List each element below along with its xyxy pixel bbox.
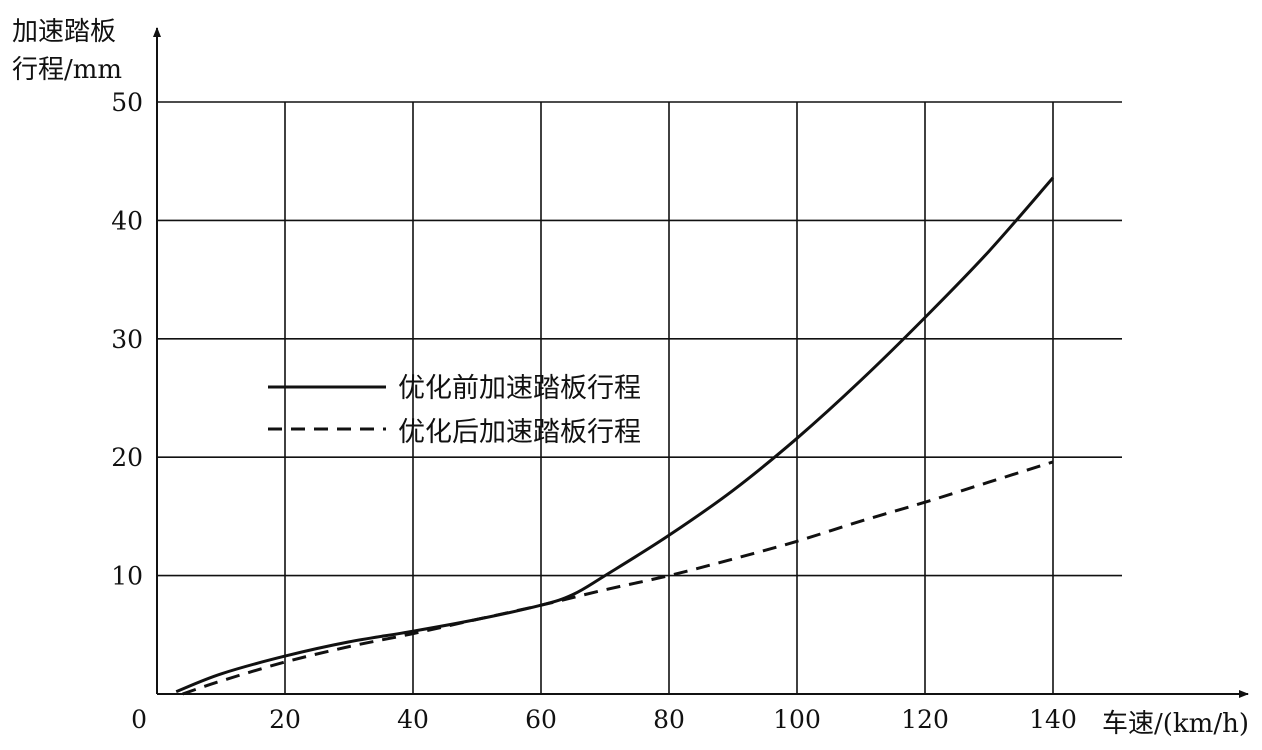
y-tick-label: 40 <box>111 206 143 235</box>
x-tick-label: 20 <box>269 705 301 734</box>
y-tick-labels: 10 20 30 40 50 <box>111 88 143 591</box>
x-tick-label: 80 <box>653 705 685 734</box>
x-tick-labels: 0 20 40 60 80 100 120 140 <box>131 705 1077 734</box>
x-tick-label: 60 <box>525 705 557 734</box>
series-line-after <box>182 460 1054 696</box>
y-tick-label: 30 <box>111 325 143 354</box>
series-lines <box>175 176 1055 696</box>
grid <box>157 101 1122 694</box>
x-tick-label: 140 <box>1029 705 1077 734</box>
legend-label-before: 优化前加速踏板行程 <box>398 373 641 404</box>
legend: 优化前加速踏板行程 优化后加速踏板行程 <box>268 373 641 448</box>
y-tick-label: 10 <box>111 562 143 591</box>
y-tick-label: 20 <box>111 443 143 472</box>
series-line-before <box>175 176 1055 693</box>
y-axis-label-line-2: 行程/mm <box>12 55 122 85</box>
x-axis-label: 车速/(km/h) <box>1102 709 1249 739</box>
y-tick-label: 50 <box>111 88 143 117</box>
x-tick-label: 0 <box>131 705 147 734</box>
x-tick-label: 120 <box>901 705 949 734</box>
x-tick-label: 100 <box>773 705 821 734</box>
legend-label-after: 优化后加速踏板行程 <box>398 417 641 448</box>
x-tick-label: 40 <box>397 705 429 734</box>
y-axis-label-line-1: 加速踏板 <box>12 17 116 47</box>
